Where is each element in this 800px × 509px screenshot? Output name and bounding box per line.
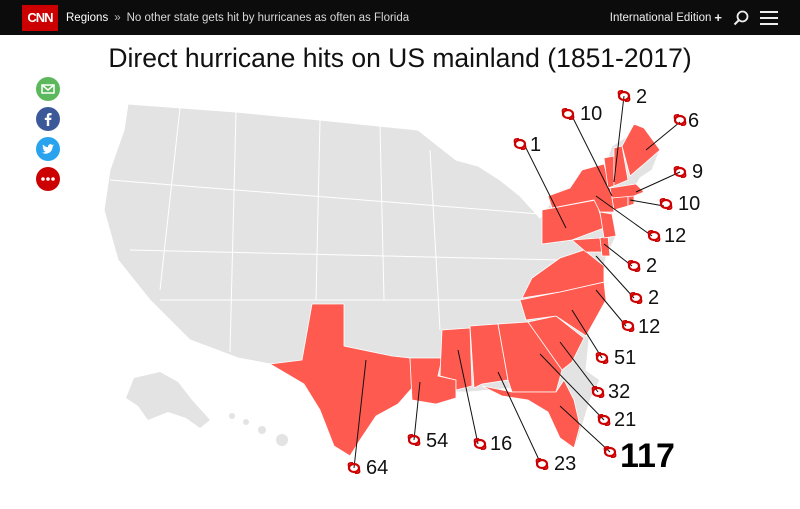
breadcrumb: Regions » No other state gets hit by hur… <box>66 12 409 24</box>
state-maine <box>621 123 661 177</box>
label-alabama: 23 <box>554 453 576 475</box>
twitter-icon <box>36 137 60 161</box>
breadcrumb-separator: » <box>114 11 121 24</box>
label-delaware: 2 <box>646 255 657 277</box>
hurricane-icon <box>473 437 487 451</box>
hurricane-icon <box>647 229 661 243</box>
label-florida: 117 <box>620 437 675 475</box>
label-south-carolina: 32 <box>608 381 630 403</box>
hurricane-icon <box>659 197 673 211</box>
label-texas: 64 <box>366 457 388 479</box>
email-share-button[interactable] <box>36 77 60 101</box>
breadcrumb-regions-link[interactable]: Regions <box>66 11 109 24</box>
alaska-inset <box>126 372 210 428</box>
hurricane-states <box>268 123 661 457</box>
right-nav: International Edition + <box>610 0 778 35</box>
label-louisiana: 54 <box>426 430 448 452</box>
more-share-button[interactable] <box>36 167 60 191</box>
edition-label: International Edition <box>609 11 712 24</box>
hurricane-icon <box>673 113 687 127</box>
state-delaware <box>599 235 611 257</box>
hurricane-icon <box>621 319 635 333</box>
map-title: Direct hurricane hits on US mainland (18… <box>108 43 692 73</box>
state-massachusetts <box>609 183 645 199</box>
label-massachusetts: 9 <box>692 161 703 183</box>
facebook-icon <box>36 107 60 131</box>
hurricane-icon <box>627 259 641 273</box>
label-pennsylvania: 1 <box>530 134 541 156</box>
state-new-jersey <box>599 211 617 239</box>
email-icon <box>36 77 60 101</box>
label-connecticut: 12 <box>664 225 686 247</box>
state-texas <box>268 303 413 457</box>
more-icon <box>36 167 60 191</box>
hawaii-inset <box>229 413 288 446</box>
label-maryland: 2 <box>648 287 659 309</box>
twitter-share-button[interactable] <box>36 137 60 161</box>
label-new-hampshire: 2 <box>636 86 647 108</box>
top-nav-bar: CNN Regions » No other state gets hit by… <box>0 0 800 35</box>
cnn-logo[interactable]: CNN <box>22 4 58 31</box>
label-virginia: 12 <box>638 316 660 338</box>
hurricane-icon <box>535 457 549 471</box>
edition-button[interactable]: International Edition + <box>610 10 722 25</box>
label-georgia: 21 <box>614 409 636 431</box>
state-florida <box>481 379 581 449</box>
edition-plus-icon: + <box>714 10 722 25</box>
label-rhode-island: 10 <box>678 193 700 215</box>
search-icon[interactable] <box>732 9 750 27</box>
label-vermont: 10 <box>580 103 602 125</box>
leader-lines <box>353 95 681 469</box>
hurricane-icon <box>513 137 527 151</box>
hurricane-icon <box>629 291 643 305</box>
hamburger-menu-icon[interactable] <box>760 10 778 25</box>
label-north-carolina: 51 <box>614 347 636 369</box>
state-virginia <box>521 249 605 299</box>
breadcrumb-article-title: No other state gets hit by hurricanes as… <box>126 11 410 24</box>
label-maine: 6 <box>688 110 699 132</box>
label-mississippi: 16 <box>490 433 512 455</box>
hurricane-icon <box>561 107 575 121</box>
facebook-share-button[interactable] <box>36 107 60 131</box>
state-borders <box>109 107 561 353</box>
